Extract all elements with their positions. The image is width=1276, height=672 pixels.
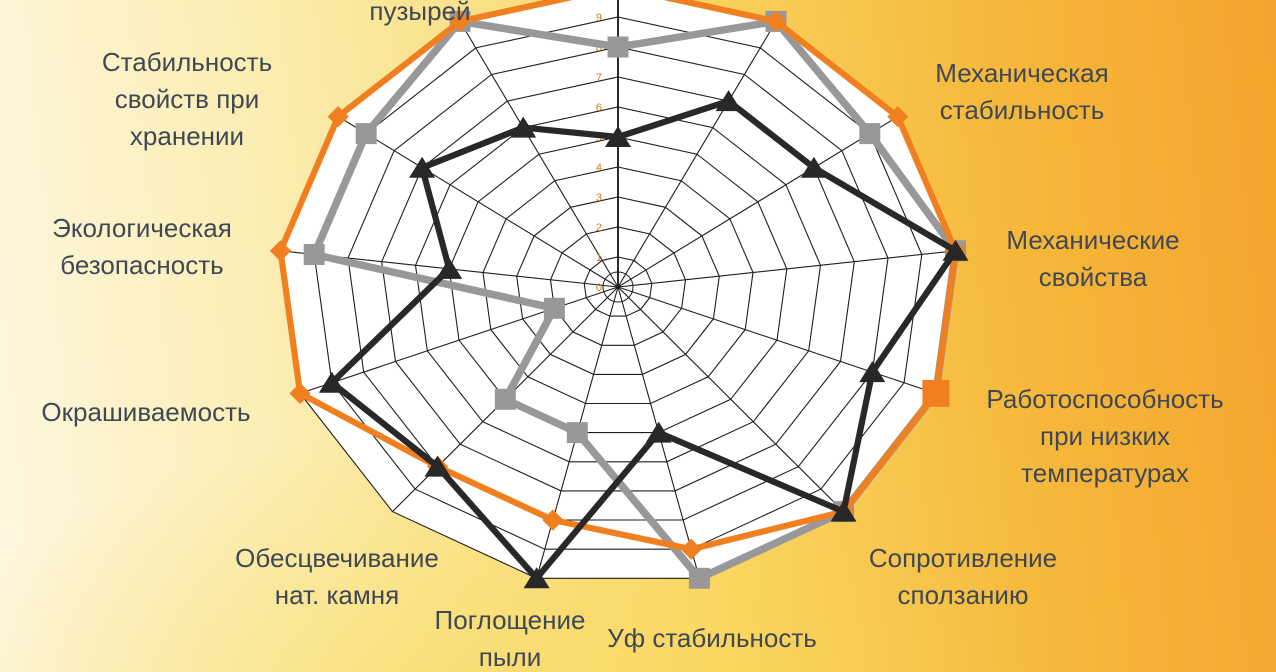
orange-diamond-marker (680, 538, 702, 560)
axis-tick-label: 2 (596, 222, 602, 234)
gray-square-marker (688, 567, 710, 589)
axis-label-category-5: Сопротивление сползанию (869, 540, 1057, 614)
axis-tick-label: 1 (596, 252, 602, 264)
axis-label-category-4: Работоспособность при низких температурах (986, 381, 1223, 492)
gray-square-marker (859, 123, 881, 145)
axis-tick-label: 9 (596, 12, 602, 24)
black-triangle-marker (523, 567, 550, 589)
gray-square-marker (303, 244, 325, 265)
orange-diamond-marker (887, 105, 909, 128)
axis-label-line: свойства (1038, 261, 1148, 292)
black-triangle-series (318, 90, 969, 589)
axis-label-line: сползанию (897, 579, 1029, 610)
axis-tick-label: 4 (596, 162, 602, 174)
black-triangle-marker (605, 126, 631, 147)
axis-label-line: пузырей (369, 0, 471, 26)
axis-label-category-11: Стабильность свойств при хранении (102, 44, 272, 155)
axis-label-category-10: Экологическая безопасность (52, 210, 232, 284)
axis-label-line: безопасность (60, 249, 224, 280)
axis-label-line: пыли (478, 641, 542, 672)
axis-tick-label: 6 (596, 102, 602, 114)
axis-label-category-6: Уф стабильность (607, 620, 817, 657)
axis-label-category-2: Механическая стабильность (935, 55, 1108, 129)
black-triangle-marker (318, 371, 345, 393)
gray-square-series-line (310, 17, 960, 583)
axis-label-line: температурах (1021, 457, 1189, 488)
axis-label-line: стабильность (939, 94, 1105, 125)
axis-label-line: Сопротивление (868, 543, 1058, 573)
gray-square-marker (355, 123, 377, 145)
orange-diamond-series-line (277, 0, 959, 553)
orange-diamond-marker (765, 10, 787, 33)
axis-label-line: Уф стабильность (607, 623, 817, 653)
black-triangle-marker (942, 239, 969, 261)
axis-label-category-3: Механические свойства (1006, 222, 1179, 296)
axis-label-line: Поглощение (434, 605, 586, 635)
black-triangle-marker (436, 257, 463, 279)
axis-label-category-7: Поглощение пыли (435, 602, 586, 672)
axis-tick-label: 0 (596, 282, 602, 294)
gray-square-marker (494, 388, 516, 410)
axis-label-line: Механическая (935, 58, 1109, 88)
gray-square-marker (566, 422, 588, 444)
black-triangle-series-line (328, 97, 959, 582)
axis-label-line: Обесцвечивание (235, 543, 439, 573)
axis-tick-label: 7 (596, 72, 602, 84)
black-triangle-marker (510, 116, 537, 138)
axis-label-line: нат. камня (274, 579, 400, 610)
axis-label-line: свойств при (114, 83, 260, 114)
axis-label-line: Работоспособность (986, 384, 1224, 414)
gray-square-marker (607, 36, 629, 58)
black-triangle-marker (800, 156, 827, 178)
gray-square-marker (543, 297, 565, 319)
axis-label-line: Механические (1006, 225, 1180, 255)
axis-label-category-9: Окрашиваемость (41, 394, 250, 431)
axis-label-line: Окрашиваемость (41, 397, 251, 427)
black-triangle-marker (830, 500, 857, 522)
axis-label-category-12: пузырей (369, 0, 470, 30)
axis-label-category-8: Обесцвечивание нат. камня (235, 540, 439, 614)
axis-tick-label: 3 (596, 192, 602, 204)
axis-tick-label: 8 (596, 42, 602, 54)
black-triangle-marker (715, 90, 742, 112)
black-triangle-marker (645, 421, 672, 443)
black-triangle-marker (409, 156, 436, 178)
black-triangle-marker (859, 361, 886, 383)
axis-label-line: при низких (1040, 420, 1170, 451)
orange-emphasized-square-marker (922, 379, 950, 407)
axis-label-line: Стабильность (101, 47, 273, 77)
black-triangle-marker (424, 455, 451, 477)
axis-label-line: хранении (129, 120, 245, 151)
axis-label-line: Экологическая (52, 213, 232, 243)
orange-diamond-marker (542, 509, 564, 531)
